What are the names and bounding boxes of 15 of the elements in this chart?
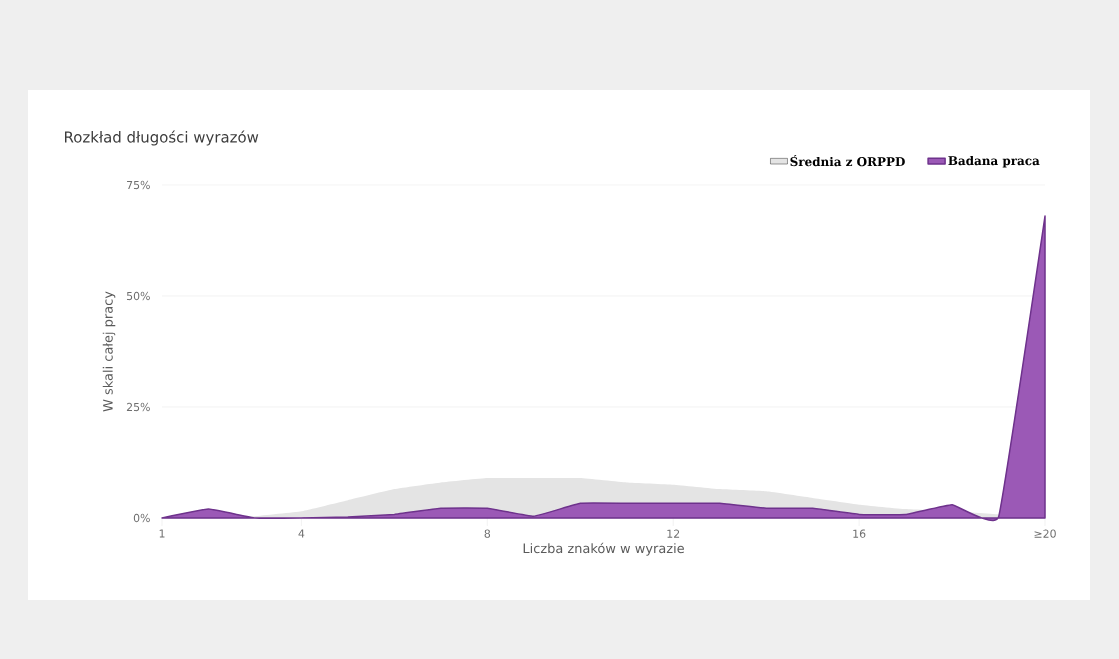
x-tick-label: 8 bbox=[484, 529, 491, 538]
y-tick-label: 75% bbox=[127, 180, 150, 190]
y-axis-title: W skali całej pracy bbox=[102, 291, 116, 412]
x-tick-label: 12 bbox=[667, 529, 680, 538]
x-tick-label: 1 bbox=[159, 529, 165, 538]
x-axis-title: Liczba znaków w wyrazie bbox=[523, 542, 684, 556]
legend-label: Średnia z ORPPD bbox=[790, 154, 905, 167]
x-tick-label: 4 bbox=[298, 529, 305, 538]
y-tick-label: 25% bbox=[126, 402, 150, 412]
chart-title: Rozkład długości wyrazów bbox=[65, 130, 259, 146]
x-tick-label: 16 bbox=[853, 529, 866, 538]
legend-label: Badana praca bbox=[948, 155, 1040, 168]
x-tick-label: ≥20 bbox=[1034, 529, 1056, 538]
y-tick-label: 0% bbox=[133, 513, 150, 523]
y-tick-label: 50% bbox=[126, 291, 150, 301]
